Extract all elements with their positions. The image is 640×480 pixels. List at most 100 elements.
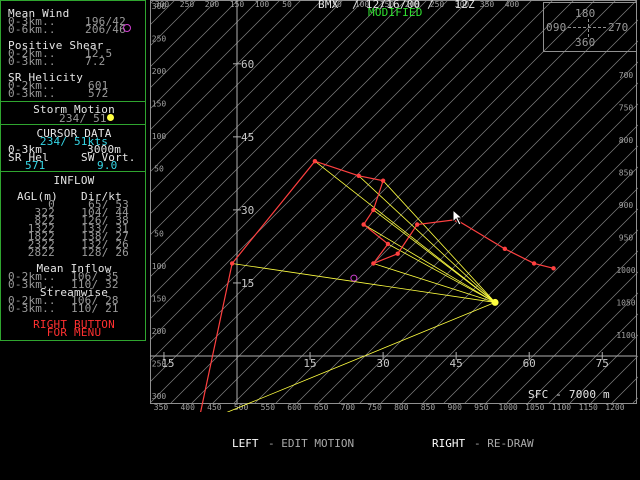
storm-relative-line bbox=[358, 175, 496, 303]
cursor-data-panel: CURSOR DATA 234/ 51kts 0-3km 3000m SR He… bbox=[0, 124, 146, 172]
cursor-height: 3000m bbox=[87, 143, 122, 156]
streamwise-title: Streamwise bbox=[39, 286, 109, 299]
positive-shear-row1-label: 0-2km.. bbox=[8, 47, 56, 60]
mean-inflow-title: Mean Inflow bbox=[36, 262, 112, 275]
grid-line bbox=[191, 0, 596, 404]
storm-relative-line bbox=[373, 209, 496, 303]
y-tick-label: 15 bbox=[241, 277, 254, 290]
hodograph-markers bbox=[350, 274, 499, 306]
grid-line bbox=[212, 0, 617, 404]
grid-line bbox=[150, 0, 281, 131]
left-scale-label: 250 bbox=[152, 35, 167, 44]
left-scale-label: 100 bbox=[152, 132, 167, 141]
mean-wind-marker bbox=[350, 274, 358, 282]
compass-vertical-icon bbox=[588, 19, 589, 37]
bottom-scale-label: 600 bbox=[287, 403, 302, 412]
bottom-scale-label: 1150 bbox=[579, 403, 598, 412]
grid-line bbox=[170, 0, 575, 404]
left-scale-label: 300 bbox=[152, 392, 167, 401]
grid-line bbox=[150, 0, 344, 194]
grid-line bbox=[150, 0, 323, 173]
compass-crosshair-icon bbox=[568, 27, 606, 28]
cursor-sw-vort-label: SW Vort. bbox=[81, 151, 136, 164]
top-scale-label: 200 bbox=[205, 0, 220, 9]
grid-line bbox=[527, 292, 638, 404]
right-scale-label: 1050 bbox=[616, 299, 635, 308]
station-header: BMX / 12/16/00 / 12Z bbox=[318, 0, 475, 11]
grid-line bbox=[150, 0, 512, 362]
storm-motion-marker bbox=[491, 298, 499, 306]
hodograph-point bbox=[414, 222, 420, 227]
redraw-hint[interactable]: - RE-DRAW bbox=[474, 437, 534, 450]
positive-shear-row2-value: 7.2 bbox=[85, 55, 106, 68]
grid-line bbox=[254, 19, 638, 404]
inflow-dir-cell: 132/ 26 bbox=[81, 238, 129, 251]
storm-relative-line bbox=[373, 263, 496, 303]
grid-line bbox=[359, 124, 638, 404]
grid-line bbox=[317, 82, 638, 404]
plot-frame bbox=[150, 0, 637, 404]
bottom-scale-label: 550 bbox=[261, 403, 276, 412]
bottom-scale-label: 1000 bbox=[498, 403, 517, 412]
left-scale-label: 150 bbox=[152, 100, 167, 109]
y-tick-label: 45 bbox=[241, 131, 254, 144]
grid-line bbox=[338, 103, 638, 404]
storm-relative-line bbox=[387, 243, 496, 303]
top-scale-label: 150 bbox=[380, 0, 395, 9]
right-button-label: RIGHT bbox=[432, 437, 466, 450]
x-tick-label: 75 bbox=[596, 357, 609, 370]
inflow-dir-cell: 138/ 27 bbox=[81, 230, 129, 243]
top-scale-label: 300 bbox=[455, 0, 470, 9]
inflow-agl-cell: 0 bbox=[48, 198, 55, 211]
storm-relative-line bbox=[382, 180, 496, 303]
mean-wind-panel: Mean Wind 0-3km.. 196/42 0-6km.. 206/46 … bbox=[0, 0, 146, 102]
grid-line bbox=[150, 0, 491, 341]
inflow-agl-cell: 1822 bbox=[27, 230, 55, 243]
x-tick-label: 30 bbox=[376, 357, 389, 370]
storm-relative-line bbox=[314, 160, 496, 303]
hodograph-point bbox=[371, 207, 376, 213]
storm-motion-value: 234/ 51 bbox=[59, 112, 107, 125]
left-scale-label: 50 bbox=[154, 165, 164, 174]
bottom-scale-label: 500 bbox=[234, 403, 249, 412]
sr-helicity-title: SR Helicity bbox=[8, 71, 84, 84]
inflow-agl-cell: 1322 bbox=[27, 222, 55, 235]
axis-labels: 15 15 30 45 60 75 60 45 30 15 300 250 200 150 100 50 50 1… bbox=[152, 0, 636, 412]
mean-wind-marker-icon bbox=[123, 24, 131, 32]
bottom-scale-label: 650 bbox=[314, 403, 329, 412]
grid-line bbox=[150, 0, 428, 278]
diagonal-grid bbox=[150, 0, 638, 404]
sr-helicity-row1-value: 601 bbox=[88, 79, 109, 92]
inflow-title: INFLOW bbox=[53, 174, 95, 187]
y-tick-label: 60 bbox=[241, 58, 254, 71]
hodograph-plot[interactable]: 15 15 30 45 60 75 60 45 30 15 300 250 200 150 100 50 50 1… bbox=[150, 0, 638, 412]
inflow-col-dir: Dir/kt bbox=[81, 190, 122, 203]
grid-line bbox=[464, 229, 638, 404]
edit-motion-hint[interactable]: - EDIT MOTION bbox=[268, 437, 355, 450]
top-scale-label: 50 bbox=[282, 0, 292, 9]
left-scale-label: 150 bbox=[152, 295, 167, 304]
storm-motion-panel: Storm Motion 234/ 51 bbox=[0, 101, 146, 125]
x-tick-label: 45 bbox=[450, 357, 463, 370]
grid-line bbox=[150, 0, 470, 320]
mean-inflow-row1-value: 106/ 35 bbox=[71, 270, 119, 283]
top-scale-label: 100 bbox=[355, 0, 370, 9]
bottom-scale-label: 400 bbox=[180, 403, 195, 412]
x-tick-label: 15 bbox=[303, 357, 316, 370]
bottom-scale-label: 750 bbox=[367, 403, 382, 412]
top-scale-label: 200 bbox=[405, 0, 420, 9]
compass-east: 270 bbox=[608, 21, 629, 34]
mean-wind-row2-value: 206/46 bbox=[85, 23, 126, 36]
hodograph-point bbox=[531, 261, 537, 266]
inflow-panel: INFLOW AGL(m) Dir/kt 0 65/ 53 322 104/ 44 82… bbox=[0, 171, 146, 341]
sr-helicity-row1-label: 0-2km.. bbox=[8, 79, 56, 92]
grid-line bbox=[401, 166, 638, 404]
streamwise-row2-label: 0-3km.. bbox=[8, 302, 56, 315]
grid-line bbox=[422, 187, 638, 404]
top-scale-label: 150 bbox=[230, 0, 245, 9]
positive-shear-row2-label: 0-3km.. bbox=[8, 55, 56, 68]
top-scale-label: 300 bbox=[155, 0, 170, 9]
grid-line bbox=[150, 0, 260, 110]
right-scale-label: 1100 bbox=[616, 331, 635, 340]
streamwise-row2-value: 110/ 21 bbox=[71, 302, 119, 315]
